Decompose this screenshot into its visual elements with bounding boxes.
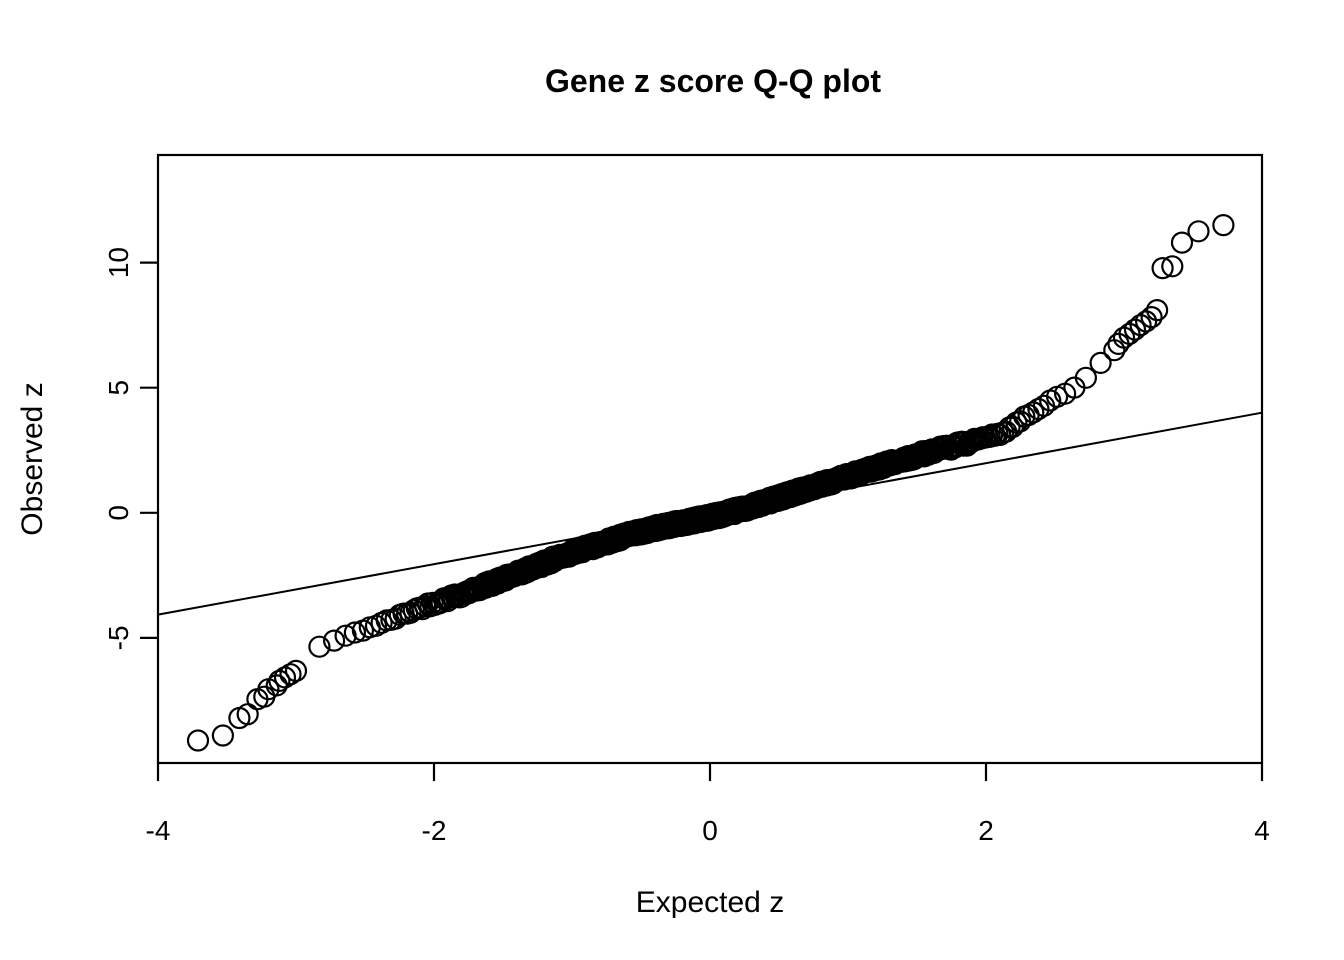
y-tick-label: -5 [103, 625, 134, 650]
data-point [1151, 257, 1174, 280]
x-tick-label: 0 [702, 815, 718, 846]
x-tick-label: -2 [422, 815, 447, 846]
y-axis-label: Observed z [16, 382, 49, 535]
data-point [1140, 306, 1163, 329]
data-point [1027, 397, 1050, 421]
data-point [1170, 231, 1194, 254]
data-point [265, 674, 288, 697]
y-tick-label: 5 [103, 380, 134, 396]
plot-box [156, 153, 1264, 765]
data-point [1112, 326, 1136, 349]
data-point [334, 624, 357, 647]
data-point [1123, 318, 1147, 341]
data-point [1089, 351, 1112, 374]
plot-area: -4 -2 0 2 4 -5 0 5 10 [103, 153, 1270, 846]
data-point [1074, 366, 1098, 389]
data-point [268, 669, 291, 693]
data-point [253, 685, 276, 708]
x-tick-label: 4 [1254, 815, 1270, 846]
x-tick-label: -4 [146, 815, 171, 846]
data-point [273, 666, 297, 689]
data-point [186, 729, 210, 752]
data-point [284, 659, 308, 683]
x-tick-label: 2 [978, 815, 994, 846]
data-point [1212, 214, 1235, 237]
chart-title: Gene z score Q-Q plot [545, 63, 881, 99]
x-axis-ticks: -4 -2 0 2 4 [146, 763, 1270, 846]
x-axis-label: Expected z [636, 886, 784, 919]
data-point [211, 724, 234, 747]
scatter-points [186, 214, 1235, 752]
data-point [279, 663, 302, 686]
data-point [1145, 299, 1169, 322]
data-point [1022, 401, 1045, 424]
data-point [323, 629, 346, 652]
y-tick-label: 0 [103, 505, 134, 521]
y-axis-ticks: -5 0 5 10 [103, 247, 158, 650]
data-point [1118, 322, 1141, 345]
data-point [1103, 339, 1126, 362]
data-point [1161, 255, 1184, 278]
data-point [343, 621, 366, 644]
y-tick-label: 10 [103, 247, 134, 278]
data-point [1129, 314, 1152, 337]
data-point [1187, 220, 1210, 243]
data-point [308, 635, 331, 658]
